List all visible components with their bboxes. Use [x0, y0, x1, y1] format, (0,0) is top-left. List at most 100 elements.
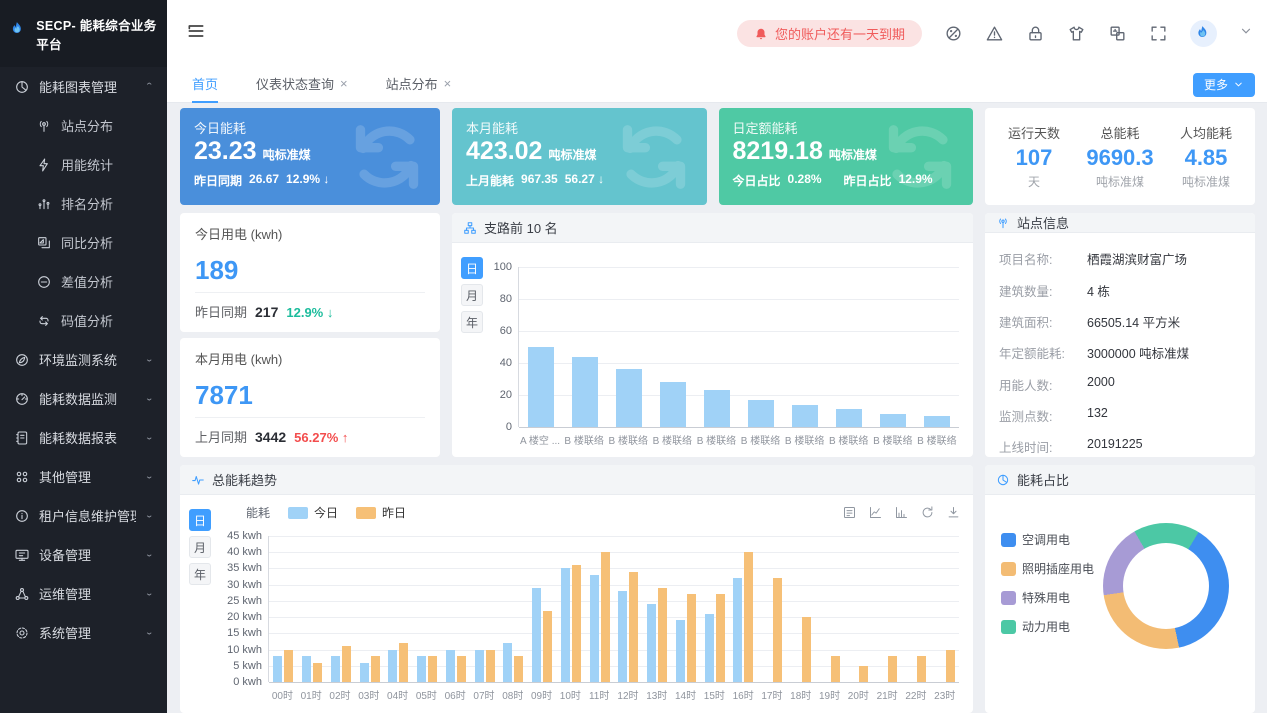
bar-昨日	[916, 656, 926, 682]
x-tick-label: 06时	[444, 691, 466, 702]
branch-top10-panel: 支路前 10 名 日月年 0 20 40 60 80 100 A 楼空 ... B 楼联络 B 楼…	[452, 213, 973, 457]
sidebar-item-other-management[interactable]: 其他管理 ⌄	[0, 457, 167, 496]
summary-value: 107	[1015, 145, 1053, 170]
tab-meter-status-query[interactable]: 仪表状态查询 ×	[256, 67, 348, 103]
sidebar-subitem-label: 码值分析	[61, 314, 114, 329]
bar-B 楼联络	[792, 404, 818, 427]
sidebar-item-environment-monitoring[interactable]: 环境监测系统 ⌄	[0, 340, 167, 379]
branch-filter-年[interactable]: 年	[461, 311, 483, 333]
grid-line	[269, 665, 959, 667]
pie-chart-icon	[14, 79, 30, 95]
trend-filter-日[interactable]: 日	[189, 509, 211, 531]
compare-icon	[36, 235, 52, 251]
grid-line	[269, 552, 959, 554]
bar-slot-09时	[528, 536, 557, 682]
x-tick-label: 17时	[761, 691, 783, 702]
bar-slot-12时	[614, 536, 643, 682]
sidebar-item-system-management[interactable]: 系统管理 ⌄	[0, 613, 167, 652]
bar-今日	[733, 578, 743, 682]
sidebar-item-operation-management[interactable]: 运维管理 ⌄	[0, 574, 167, 613]
download-icon[interactable]	[946, 505, 961, 520]
sidebar-subitem-energy-usage-stats[interactable]: 用能统计	[0, 145, 167, 184]
sidebar-subitem-ranking-analysis[interactable]: 排名分析	[0, 184, 167, 223]
branch-top10-chart: 日月年 0 20 40 60 80 100 A 楼空 ... B 楼联络 B 楼联络 B 楼联络 B …	[452, 243, 973, 457]
theme-icon[interactable]	[944, 24, 963, 43]
legend-swatch	[288, 506, 309, 519]
legend-swatch	[1001, 619, 1016, 634]
sidebar-subitem-site-distribution[interactable]: 站点分布	[0, 106, 167, 145]
plot-area	[518, 267, 959, 428]
grid-line	[519, 331, 959, 332]
bar-B 楼联络	[616, 369, 642, 427]
bar-slot-19时	[815, 536, 844, 682]
x-tick-label: A 楼空 ...	[520, 436, 561, 447]
legend-item-特殊用电[interactable]: 特殊用电	[1001, 589, 1094, 606]
grid-line	[519, 363, 959, 364]
sidebar-item-energy-data-report[interactable]: 能耗数据报表 ⌄	[0, 418, 167, 457]
legend-item-动力用电[interactable]: 动力用电	[1001, 618, 1094, 635]
sidebar-item-tenant-info-management[interactable]: 租户信息维护管理 ⌄	[0, 496, 167, 535]
sidebar-subitem-code-value-analysis[interactable]: 码值分析	[0, 301, 167, 340]
trend-filter-年[interactable]: 年	[189, 563, 211, 585]
site-info-value: 栖霞湖滨财富广场	[1087, 253, 1188, 268]
user-avatar[interactable]	[1190, 20, 1217, 47]
tab-site-distribution[interactable]: 站点分布 ×	[386, 67, 452, 103]
bar-slot-15时	[700, 536, 729, 682]
sidebar-item-energy-data-monitoring[interactable]: 能耗数据监测 ⌄	[0, 379, 167, 418]
card-unit: 吨标准煤	[262, 148, 311, 162]
y-tick-label: 25 kwh	[227, 594, 262, 607]
antenna-icon	[999, 218, 1007, 228]
legend-item-昨日[interactable]: 昨日	[356, 504, 406, 521]
card-title: 今日能耗	[194, 121, 247, 136]
x-tick-label: B 楼联络	[784, 436, 825, 447]
sidebar-item-label: 能耗数据报表	[39, 431, 118, 446]
bar-chart-icon[interactable]	[894, 505, 909, 520]
branch-filter-日[interactable]: 日	[461, 257, 483, 279]
bar-今日	[417, 656, 427, 682]
y-axis: 0 20 40 60 80 100	[490, 261, 518, 433]
bar-昨日	[686, 594, 696, 682]
legend-item-今日[interactable]: 今日	[288, 504, 338, 521]
legend-item-照明插座用电[interactable]: 照明插座用电	[1001, 560, 1094, 577]
y-tick-label: 60	[499, 325, 512, 337]
sidebar-item-device-management[interactable]: 设备管理 ⌄	[0, 535, 167, 574]
legend-item-空调用电[interactable]: 空调用电	[1001, 531, 1094, 548]
chevron-down-icon[interactable]	[1239, 24, 1253, 43]
line-chart-icon[interactable]	[868, 505, 883, 520]
branch-filter-月[interactable]: 月	[461, 284, 483, 306]
legend-swatch	[1001, 561, 1016, 576]
trend-filter-月[interactable]: 月	[189, 536, 211, 558]
sidebar-subitem-yoy-analysis[interactable]: 同比分析	[0, 223, 167, 262]
sidebar-item-energy-chart-management[interactable]: 能耗图表管理 ⌃	[0, 67, 167, 106]
y-tick-label: 30 kwh	[227, 578, 262, 591]
bar-昨日	[399, 643, 409, 682]
site-info-label: 上线时间:	[999, 441, 1053, 456]
sidebar-subitem-difference-analysis[interactable]: 差值分析	[0, 262, 167, 301]
bar-slot	[783, 267, 827, 427]
close-tab-icon[interactable]: ×	[340, 76, 348, 91]
info-icon	[14, 508, 30, 524]
branch-icon	[464, 221, 476, 234]
antenna-icon	[36, 118, 52, 134]
tab-home[interactable]: 首页	[192, 67, 219, 103]
language-icon[interactable]	[1108, 24, 1127, 43]
trend-legend-row: 能耗 今日 昨日	[246, 504, 961, 521]
warning-icon[interactable]	[985, 24, 1004, 43]
bar-今日	[330, 656, 340, 682]
summary-stat: 总能耗 9690.3 吨标准煤	[1077, 123, 1163, 190]
site-info-label: 年定额能耗:	[999, 347, 1065, 362]
more-button[interactable]: 更多	[1192, 72, 1255, 97]
lock-icon[interactable]	[1026, 24, 1045, 43]
skin-icon[interactable]	[1067, 24, 1086, 43]
bar-slot-10时	[557, 536, 586, 682]
close-tab-icon[interactable]: ×	[443, 76, 452, 91]
fullscreen-icon[interactable]	[1149, 24, 1168, 43]
collapse-menu-icon[interactable]	[186, 21, 206, 46]
site-info-row: 项目名称: 栖霞湖滨财富广场	[999, 243, 1241, 274]
gauge-icon	[14, 391, 30, 407]
data-view-icon[interactable]	[842, 505, 857, 520]
bar-B 楼联络	[748, 399, 774, 427]
account-expiry-notice[interactable]: 您的账户还有一天到期	[736, 20, 922, 47]
refresh-icon[interactable]	[920, 505, 935, 520]
energy-trend-chart: 日月年 能耗 今日 昨日 0 kwh 5 kwh 10 kwh 15 kwh 20 kwh 25 …	[180, 495, 973, 713]
